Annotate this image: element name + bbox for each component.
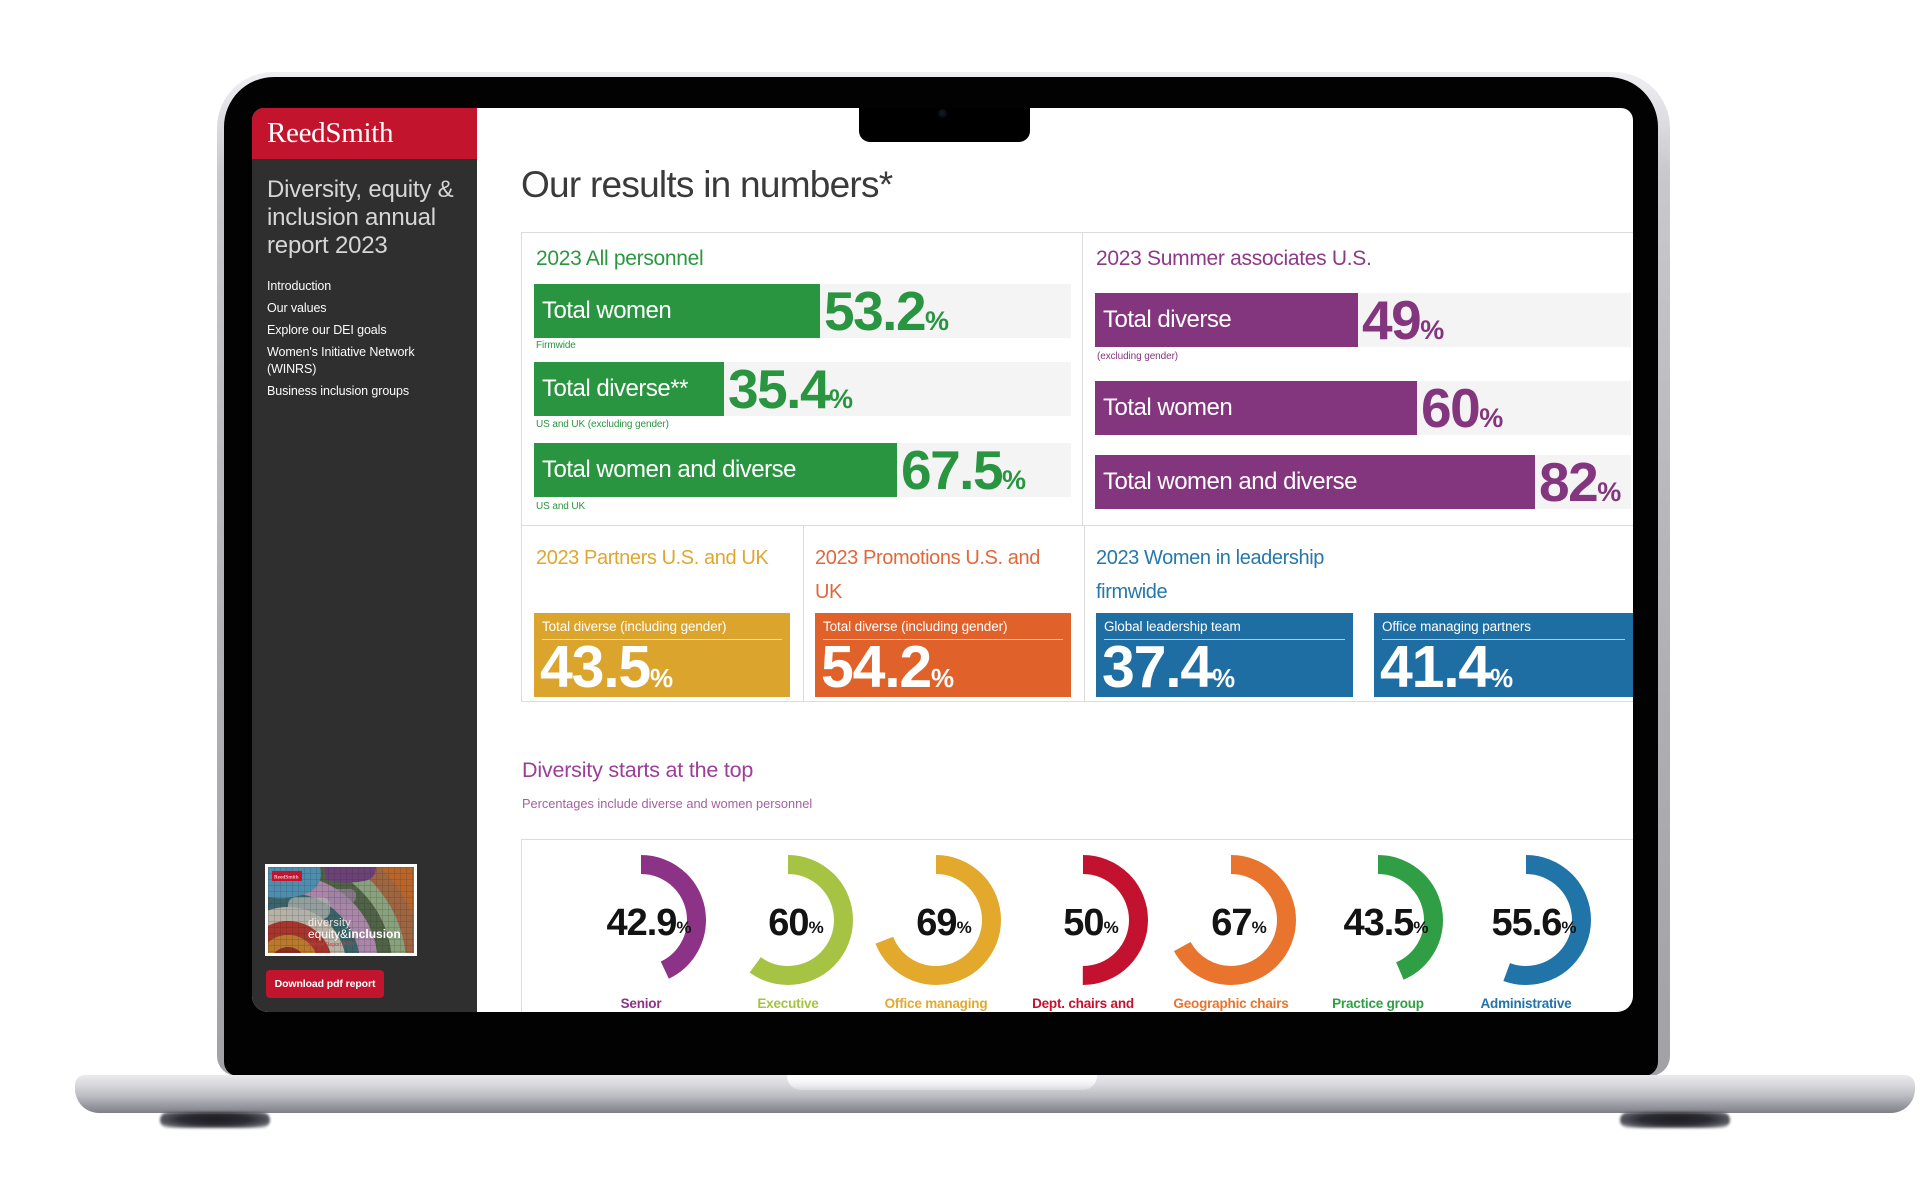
svg-text:equity&inclusion: equity&inclusion	[308, 927, 401, 941]
svg-text:Annual Report 2023: Annual Report 2023	[308, 942, 354, 948]
svg-text:ReedSmith: ReedSmith	[274, 875, 299, 881]
svg-text:diversity: diversity	[308, 917, 351, 929]
